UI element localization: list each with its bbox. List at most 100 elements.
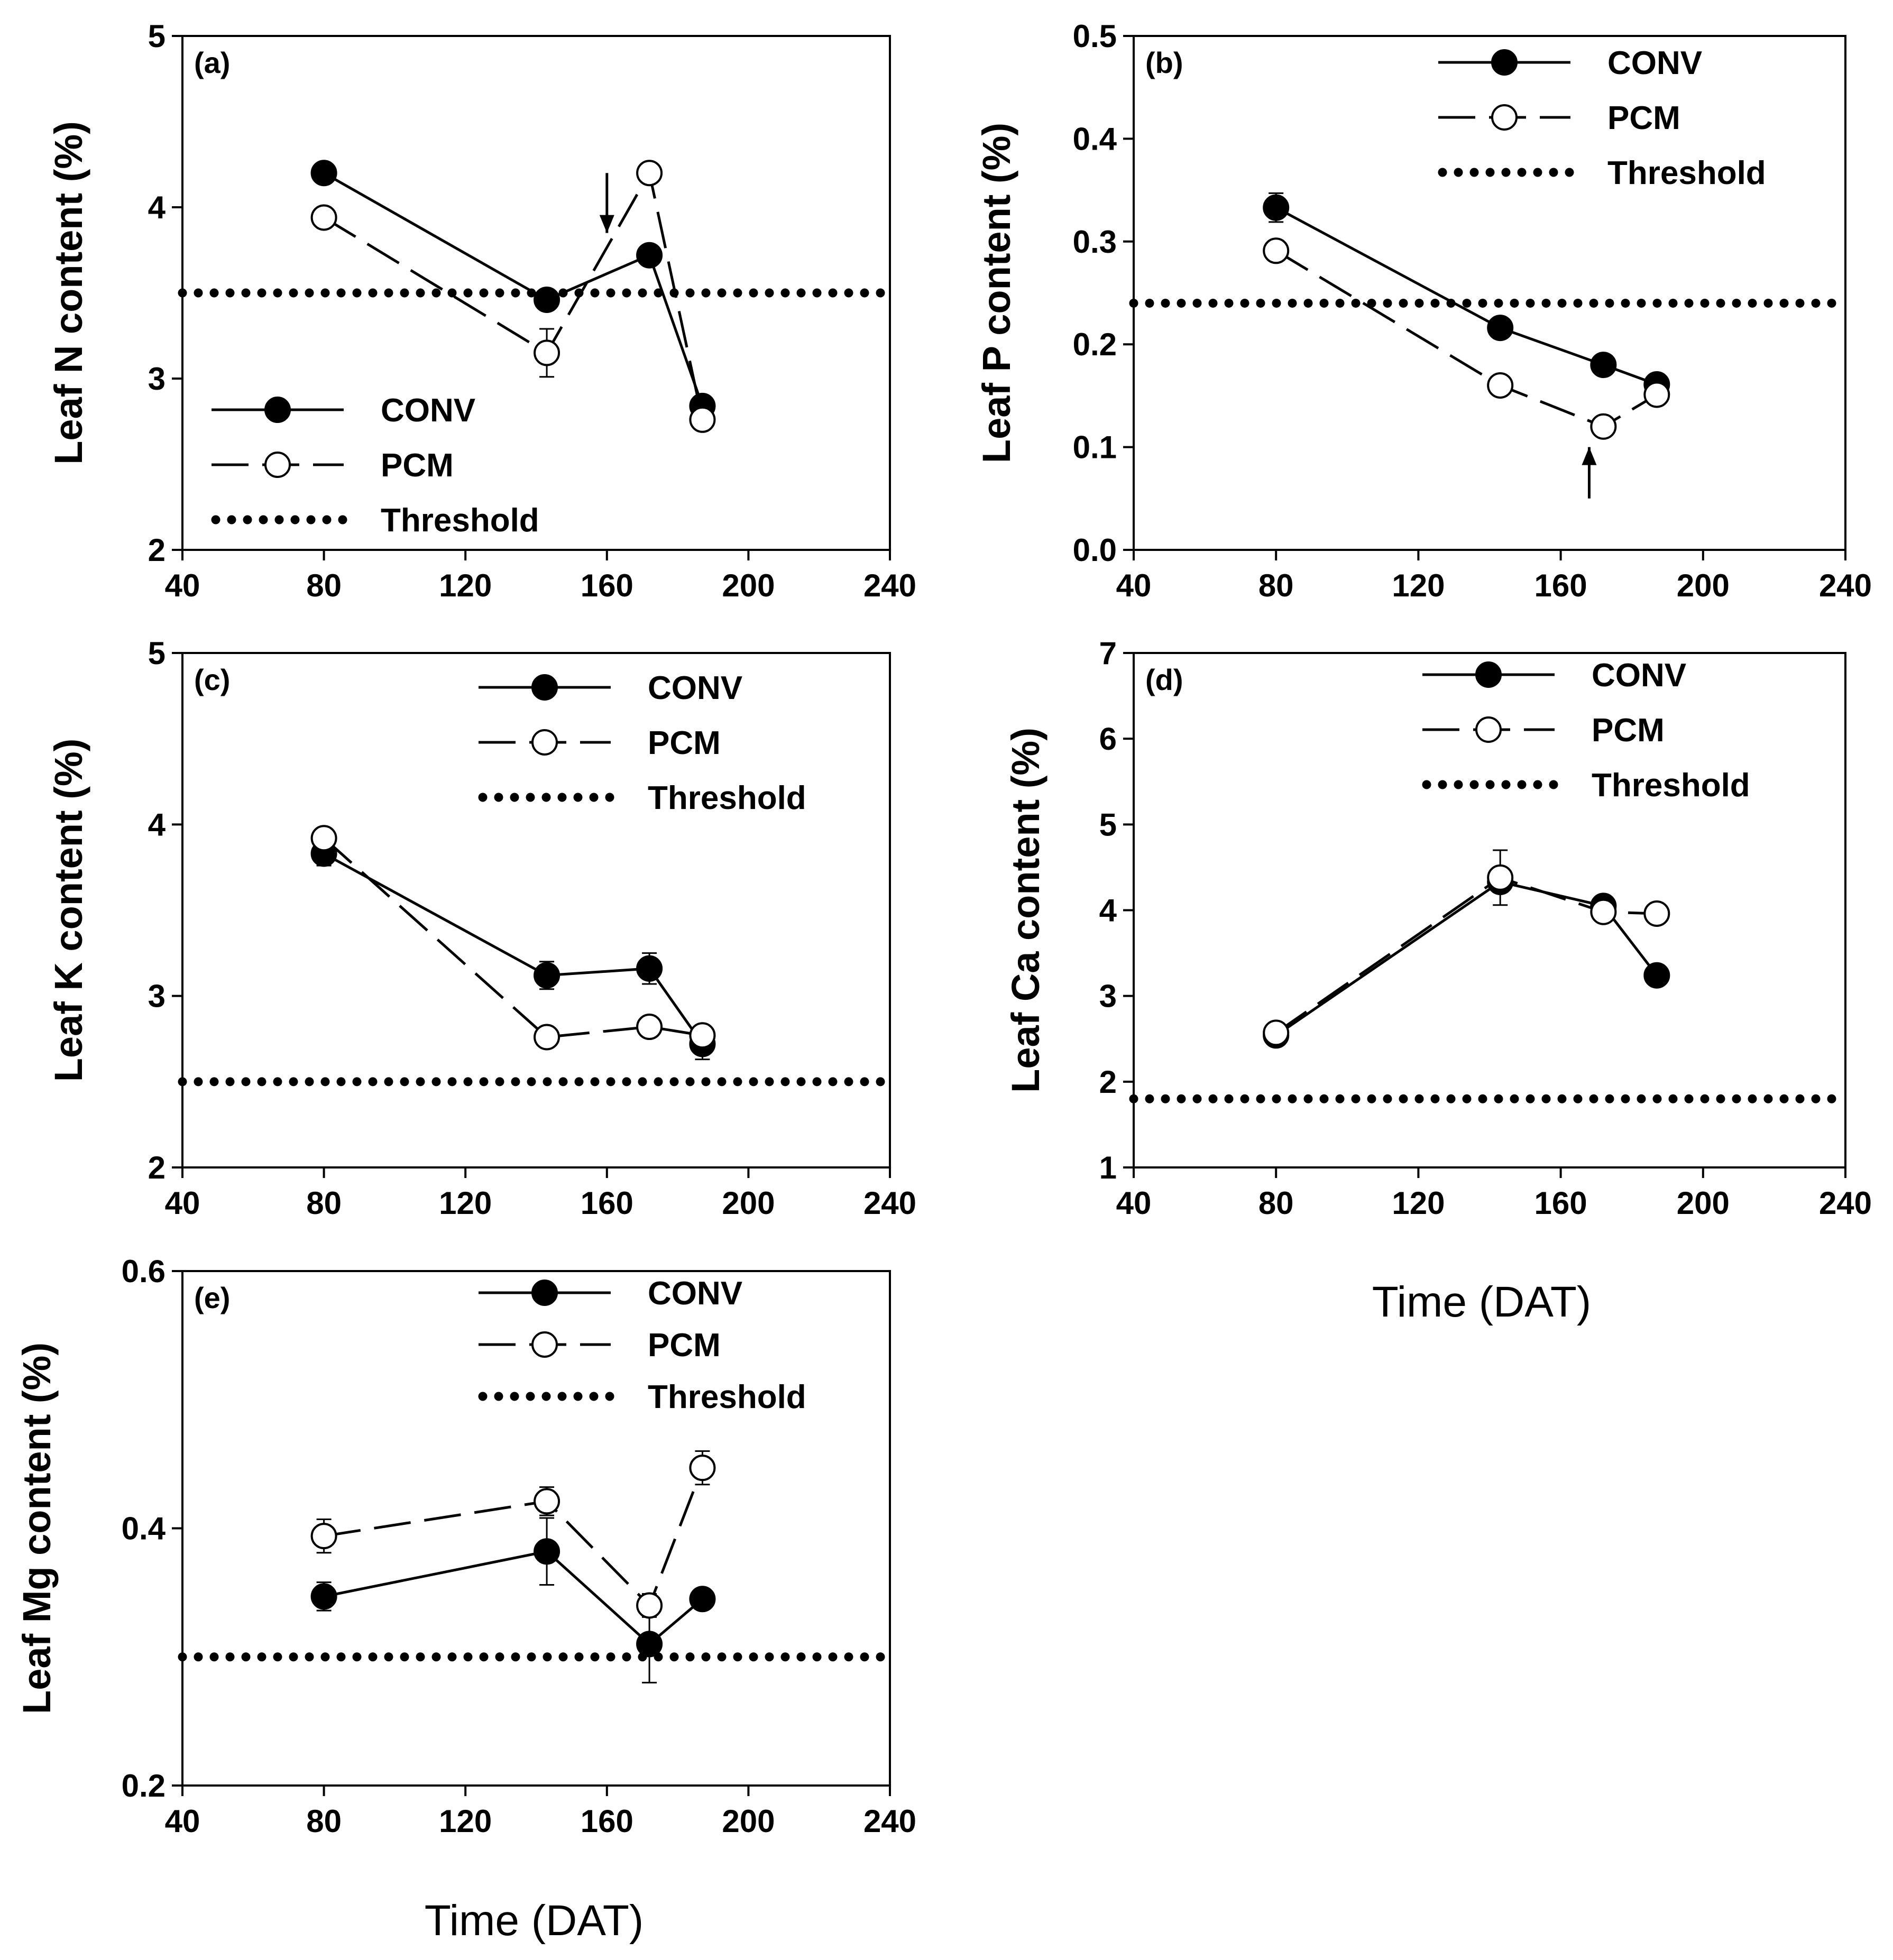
panel-label: (b) [1145,46,1183,79]
data-point-conv [1487,315,1514,342]
x-tick-label: 200 [1677,568,1730,603]
x-tick-label: 40 [1116,1185,1152,1221]
series-line-conv [323,852,704,1045]
x-tick-label: 240 [1819,568,1872,603]
y-tick-label: 5 [148,636,166,671]
data-point-conv [310,160,337,187]
data-point-conv [310,1583,337,1610]
data-point-pcm [310,825,337,852]
panel-c: 40 80 120 160 200 240 2 3 4 5 Leaf K content (%) (c… [47,636,916,1221]
y-tick-label: 5 [148,19,166,54]
legend-label-threshold: Threshold [1592,767,1750,804]
data-point-conv [636,955,663,982]
x-tick-label: 240 [863,1185,916,1221]
y-tick-label: 4 [148,807,166,842]
data-point-pcm [689,1455,716,1481]
arrow-head [599,215,614,233]
x-tick-label: 120 [1392,1185,1445,1221]
y-tick-label: 2 [148,1150,166,1185]
plot-frame [1133,35,1846,551]
legend-label-threshold: Threshold [648,780,806,816]
y-tick-label: 3 [148,979,166,1014]
panel-label: (d) [1145,663,1183,696]
arrow-head [1582,447,1597,465]
x-tick-label: 160 [1534,1185,1587,1221]
y-tick-label: 0.5 [1073,19,1117,54]
x-tick-label: 120 [439,568,492,603]
x-tick-label: 240 [1819,1185,1872,1221]
data-point-pcm [1487,372,1514,399]
data-point-pcm [636,160,663,187]
series-line-pcm [323,169,704,420]
data-point-pcm [636,1592,663,1619]
x-tick-label: 40 [1116,568,1152,603]
x-tick-label: 80 [1258,1185,1294,1221]
data-point-conv [636,242,663,269]
panel-label: (a) [194,46,230,79]
legend-label-pcm: PCM [648,1327,721,1364]
legend-marker-pcm [1491,104,1518,131]
data-point-pcm [534,1488,560,1515]
y-axis-title: Leaf Mg content (%) [15,1342,59,1714]
legend-marker-pcm [264,452,291,478]
legend-label-threshold: Threshold [381,502,539,539]
data-point-conv [1590,352,1617,379]
x-tick-label: 200 [722,1803,775,1839]
legend-marker-pcm [1475,716,1502,743]
x-axis-title-right: Time (DAT) [1372,1278,1591,1326]
legend-label-pcm: PCM [381,447,454,484]
x-tick-label: 40 [165,1185,200,1221]
panel-e: 40 80 120 160 200 240 0.2 0.4 0.6 Leaf Mg content… [15,1254,916,1839]
x-tick-label: 160 [1534,568,1587,603]
data-point-pcm [636,1014,663,1041]
panel-d: 40 80 120 160 200 240 1 2 3 4 5 6 7 Leaf Ca content (… [1004,636,1872,1221]
series-line-pcm [1275,876,1657,1034]
x-tick-label: 80 [1258,568,1294,603]
x-tick-label: 120 [439,1803,492,1839]
y-tick-label: 0.2 [1073,327,1117,362]
y-tick-label: 2 [148,532,166,568]
plot-frame [181,652,891,1168]
y-axis-title: Leaf Ca content (%) [1004,728,1047,1093]
data-point-conv [534,962,560,989]
legend-label-pcm: PCM [1607,100,1680,136]
legend-marker-conv [1491,49,1518,76]
y-tick-label: 0.4 [1073,121,1117,157]
series-line-conv [323,172,704,407]
x-tick-label: 160 [581,1185,633,1221]
data-point-pcm [1263,237,1290,264]
data-point-pcm [689,1022,716,1049]
y-tick-label: 2 [1099,1064,1117,1100]
data-point-pcm [310,204,337,231]
legend-label-conv: CONV [648,670,742,706]
series-line-conv [324,1550,704,1646]
legend-marker-conv [1475,661,1502,688]
legend-label-conv: CONV [648,1275,742,1312]
legend-marker-conv [531,1280,558,1306]
data-point-pcm [1643,381,1670,408]
x-tick-label: 240 [863,568,916,603]
data-point-conv [1643,962,1670,989]
legend-label-conv: CONV [1592,657,1686,694]
legend-marker-pcm [531,729,558,756]
series-line-conv [1275,206,1658,386]
data-point-conv [1263,194,1290,221]
data-point-pcm [689,406,716,433]
data-point-pcm [534,339,560,366]
x-axis-title-bottom-left: Time (DAT) [425,1897,644,1945]
y-tick-label: 1 [1099,1150,1117,1185]
y-axis-title: Leaf P content (%) [975,123,1018,463]
x-tick-label: 40 [165,568,200,603]
data-point-conv [689,1586,716,1613]
panel-a: 40 80 120 160 200 240 2 3 4 5 Leaf N content (%) (a… [47,19,916,603]
data-point-pcm [1590,413,1617,440]
data-point-pcm [534,1024,560,1051]
y-axis-title: Leaf K content (%) [47,739,90,1082]
panel-label: (e) [194,1281,230,1314]
legend-marker-conv [531,674,558,701]
panel-b: 40 80 120 160 200 240 0.0 0.1 0.2 0.3 0.4 0.5 Leaf P… [975,19,1872,603]
y-tick-label: 4 [1099,893,1117,928]
y-tick-label: 4 [148,190,166,225]
y-tick-label: 0.2 [122,1768,166,1803]
